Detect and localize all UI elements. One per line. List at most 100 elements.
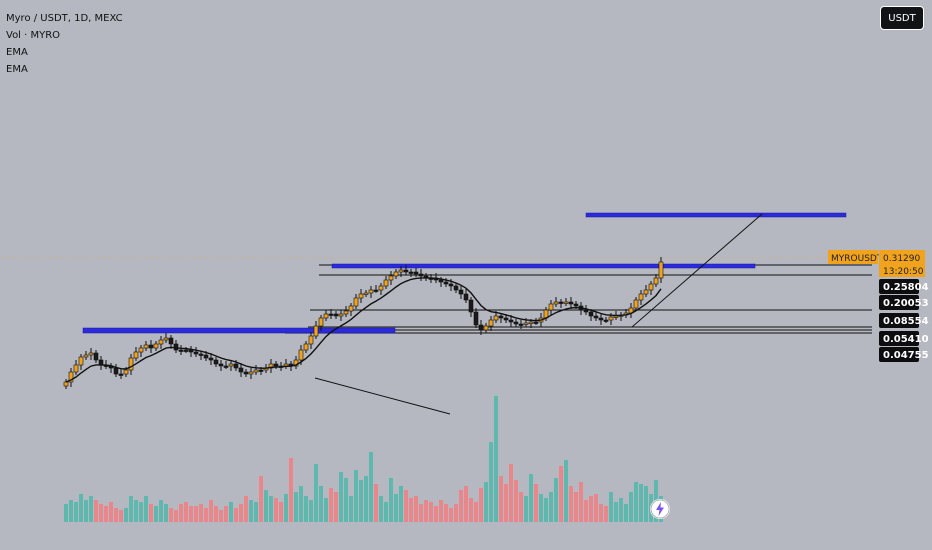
lightning-icon [650, 499, 670, 519]
volume-bar [174, 510, 178, 522]
candle-body [413, 271, 419, 275]
candle-body [308, 335, 314, 345]
volume-bar [564, 460, 568, 522]
volume-bar [234, 508, 238, 522]
candle-body [338, 313, 344, 317]
volume-bar [184, 502, 188, 522]
symbol-tag-label: MYROUSDT [831, 254, 883, 264]
candle-body [298, 349, 304, 361]
level-tag-label: 0.04755 [883, 350, 929, 361]
candle-body [323, 313, 329, 319]
candle-body [118, 373, 124, 376]
level-tag-label: 0.05410 [883, 334, 929, 345]
volume-bar [419, 504, 423, 522]
ema-legend-1[interactable]: EMA [6, 47, 28, 58]
volume-bar [154, 506, 158, 522]
volume-bar [104, 506, 108, 522]
countdown-value: 13:20:50 [883, 267, 924, 277]
volume-bar [639, 484, 643, 522]
volume-bar [64, 504, 68, 522]
volume-bar [229, 502, 233, 522]
volume-bar [384, 502, 388, 522]
volume-bar [434, 506, 438, 522]
volume-bar [169, 508, 173, 522]
volume-bar [289, 458, 293, 522]
candle-body [453, 285, 459, 291]
candle-body [63, 381, 69, 387]
volume-bar [99, 504, 103, 522]
volume-bar [159, 500, 163, 522]
volume-bar [134, 500, 138, 522]
candle-body [448, 283, 454, 287]
candle-body [258, 369, 264, 372]
volume-bar [329, 488, 333, 522]
price-tag [879, 250, 925, 264]
candle-body [468, 299, 474, 313]
volume-bar [394, 494, 398, 522]
volume-bar [279, 502, 283, 522]
volume-bar [644, 486, 648, 522]
volume-bar [534, 484, 538, 522]
volume-bar [149, 504, 153, 522]
resistance-zone [585, 212, 847, 218]
candle-body [508, 319, 514, 323]
volume-bar [269, 496, 273, 522]
volume-bar [529, 474, 533, 522]
candle-body [368, 289, 374, 294]
volume-bar [619, 498, 623, 522]
support-zone [82, 327, 396, 334]
candle-body [458, 289, 464, 295]
volume-bar [129, 496, 133, 522]
volume-bar [139, 502, 143, 522]
candle-body [138, 347, 144, 353]
candle-body [563, 301, 569, 304]
candle-body [208, 357, 214, 361]
candle-body [223, 365, 229, 368]
countdown-tag [879, 264, 925, 277]
candle-body [358, 293, 364, 299]
candle-body [248, 371, 254, 375]
volume-bar [364, 476, 368, 522]
volume-bar [439, 500, 443, 522]
volume-bar [309, 500, 313, 522]
volume-bar [144, 496, 148, 522]
trend-line [631, 213, 763, 328]
candle-body [568, 301, 574, 305]
volume-bar [504, 484, 508, 522]
volume-bar [244, 496, 248, 522]
volume-bar [199, 504, 203, 522]
volume-bar [509, 464, 513, 522]
candle-body [493, 315, 499, 321]
volume-bar [274, 498, 278, 522]
replay-button[interactable] [650, 499, 670, 519]
candle-body [498, 315, 504, 319]
candle-body [403, 269, 409, 273]
volume-bar [319, 486, 323, 522]
ema-legend-2[interactable]: EMA [6, 64, 28, 75]
volume-bar [94, 500, 98, 522]
volume-bar [499, 476, 503, 522]
candle-body [68, 371, 74, 383]
currency-button[interactable]: USDT [880, 6, 924, 30]
candle-body [588, 311, 594, 317]
candle-body [393, 271, 399, 277]
volume-bar [444, 504, 448, 522]
candle-body [398, 269, 404, 273]
candle-body [353, 297, 359, 307]
volume-bar [474, 502, 478, 522]
candle-body [593, 315, 599, 319]
candle-body [503, 317, 509, 321]
candle-body [463, 293, 469, 301]
volume-bar [524, 496, 528, 522]
candle-body [408, 271, 414, 274]
candle-body [273, 363, 279, 367]
symbol-title: Myro / USDT, 1D, MEXC [6, 13, 123, 24]
candle-body [553, 301, 559, 305]
candle-body [83, 354, 89, 358]
level-tag [879, 347, 919, 362]
chart-legend: Myro / USDT, 1D, MEXC Vol · MYRO EMA EMA [6, 10, 123, 78]
time-axis-bg [0, 530, 932, 550]
candle-body [148, 344, 154, 349]
candle-body [643, 289, 649, 295]
volume-bar [379, 496, 383, 522]
